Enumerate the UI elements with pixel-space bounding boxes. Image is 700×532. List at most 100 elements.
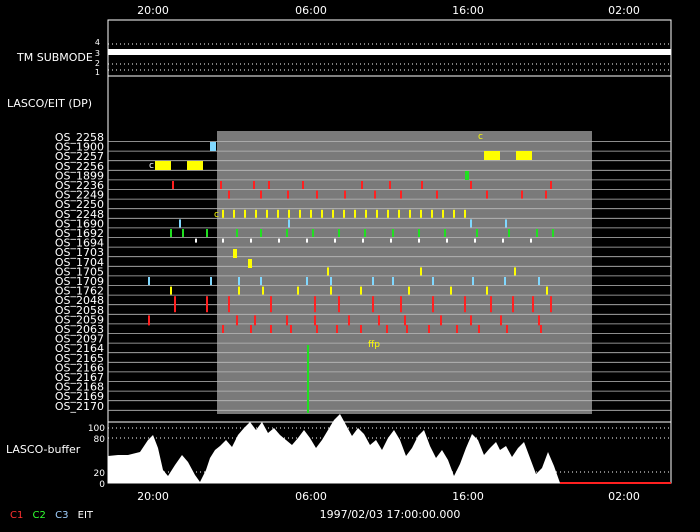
program-tick — [532, 296, 534, 313]
program-label: OS_2097 — [55, 333, 104, 346]
program-tick — [512, 296, 514, 313]
os-2256-block — [187, 161, 203, 170]
legend-eit: EIT — [77, 510, 94, 521]
program-label: OS_1762 — [55, 285, 104, 298]
program-tick — [386, 325, 388, 333]
program-tick — [277, 209, 279, 218]
program-tick — [550, 296, 552, 313]
os-1704-block — [248, 259, 252, 268]
program-label: OS_2169 — [55, 390, 104, 403]
program-tick — [179, 219, 181, 228]
program-label: OS_2059 — [55, 313, 104, 326]
program-tick — [378, 315, 380, 326]
os-2164-2170-marker — [307, 345, 309, 413]
program-tick — [297, 286, 299, 295]
program-tick — [233, 209, 235, 218]
program-tick — [500, 315, 502, 326]
program-tick — [421, 181, 423, 189]
program-tick — [220, 181, 222, 189]
program-label: OS_2170 — [55, 400, 104, 413]
program-label: OS_2167 — [55, 371, 104, 384]
program-tick — [432, 296, 434, 313]
program-tick — [338, 229, 340, 237]
program-tick — [478, 325, 480, 333]
program-tick — [170, 286, 172, 295]
program-label: OS_2257 — [55, 150, 104, 163]
buffer-scale-label: 80 — [94, 435, 106, 445]
program-tick — [310, 209, 312, 218]
legend-c1: C1 — [10, 510, 24, 521]
os-1703-block — [233, 249, 237, 258]
program-tick — [172, 181, 174, 189]
program-tick — [400, 296, 402, 313]
program-tick — [206, 296, 208, 313]
program-tick — [474, 238, 476, 243]
program-tick — [408, 286, 410, 295]
program-tick — [286, 229, 288, 237]
buffer-fill — [108, 414, 671, 483]
program-tick — [389, 181, 391, 189]
tm-level-label: 4 — [95, 38, 100, 47]
program-tick — [392, 229, 394, 237]
scheduled-window — [217, 131, 592, 414]
program-tick — [290, 325, 292, 333]
os-2258-marker: c — [478, 132, 483, 142]
program-tick — [360, 286, 362, 295]
program-tick — [338, 296, 340, 313]
program-tick — [316, 190, 318, 199]
program-label: OS_1692 — [55, 227, 104, 240]
bottom-tick-label: 16:00 — [452, 490, 484, 503]
program-tick — [312, 229, 314, 237]
program-tick — [387, 209, 389, 218]
program-tick — [418, 229, 420, 237]
program-label: OS_2168 — [55, 381, 104, 394]
program-tick — [464, 296, 466, 313]
program-tick — [420, 267, 422, 276]
instrument-legend: C1 C2 C3 EIT — [10, 510, 99, 521]
program-tick — [362, 238, 364, 243]
os-2256-block — [155, 161, 171, 170]
program-tick — [456, 325, 458, 333]
program-tick — [545, 190, 547, 199]
program-tick — [538, 315, 540, 326]
section-title: LASCO/EIT (DP) — [7, 97, 92, 110]
program-tick — [431, 209, 433, 218]
program-tick — [332, 209, 334, 218]
program-label: OS_2258 — [55, 131, 104, 144]
bottom-tick-label: 20:00 — [137, 490, 169, 503]
program-tick — [170, 229, 172, 237]
program-tick — [446, 238, 448, 243]
program-label: OS_2165 — [55, 352, 104, 365]
program-tick — [392, 277, 394, 285]
program-tick — [210, 277, 212, 285]
program-tick — [174, 296, 176, 313]
program-tick — [270, 325, 272, 333]
program-tick — [470, 181, 472, 189]
program-tick — [348, 315, 350, 326]
program-tick — [552, 229, 554, 237]
program-tick — [470, 219, 472, 228]
program-tick — [440, 315, 442, 326]
program-tick — [420, 209, 422, 218]
program-tick — [260, 190, 262, 199]
program-label: OS_2250 — [55, 198, 104, 211]
program-tick — [506, 325, 508, 333]
program-tick — [321, 209, 323, 218]
program-tick — [376, 209, 378, 218]
top-tick-label: 06:00 — [295, 4, 327, 17]
tm-submode-bar — [108, 49, 671, 55]
program-tick — [238, 286, 240, 295]
program-tick — [206, 229, 208, 237]
program-tick — [330, 286, 332, 295]
program-tick — [236, 315, 238, 326]
program-label: OS_1704 — [55, 256, 104, 269]
program-tick — [404, 315, 406, 326]
program-label: OS_1900 — [55, 141, 104, 154]
program-tick — [148, 277, 150, 285]
program-tick — [236, 229, 238, 237]
tm-submode-label: TM SUBMODE — [16, 51, 93, 64]
program-tick — [255, 209, 257, 218]
program-tick — [536, 229, 538, 237]
tm-level-label: 1 — [95, 68, 100, 77]
os-1899-block — [465, 171, 469, 180]
